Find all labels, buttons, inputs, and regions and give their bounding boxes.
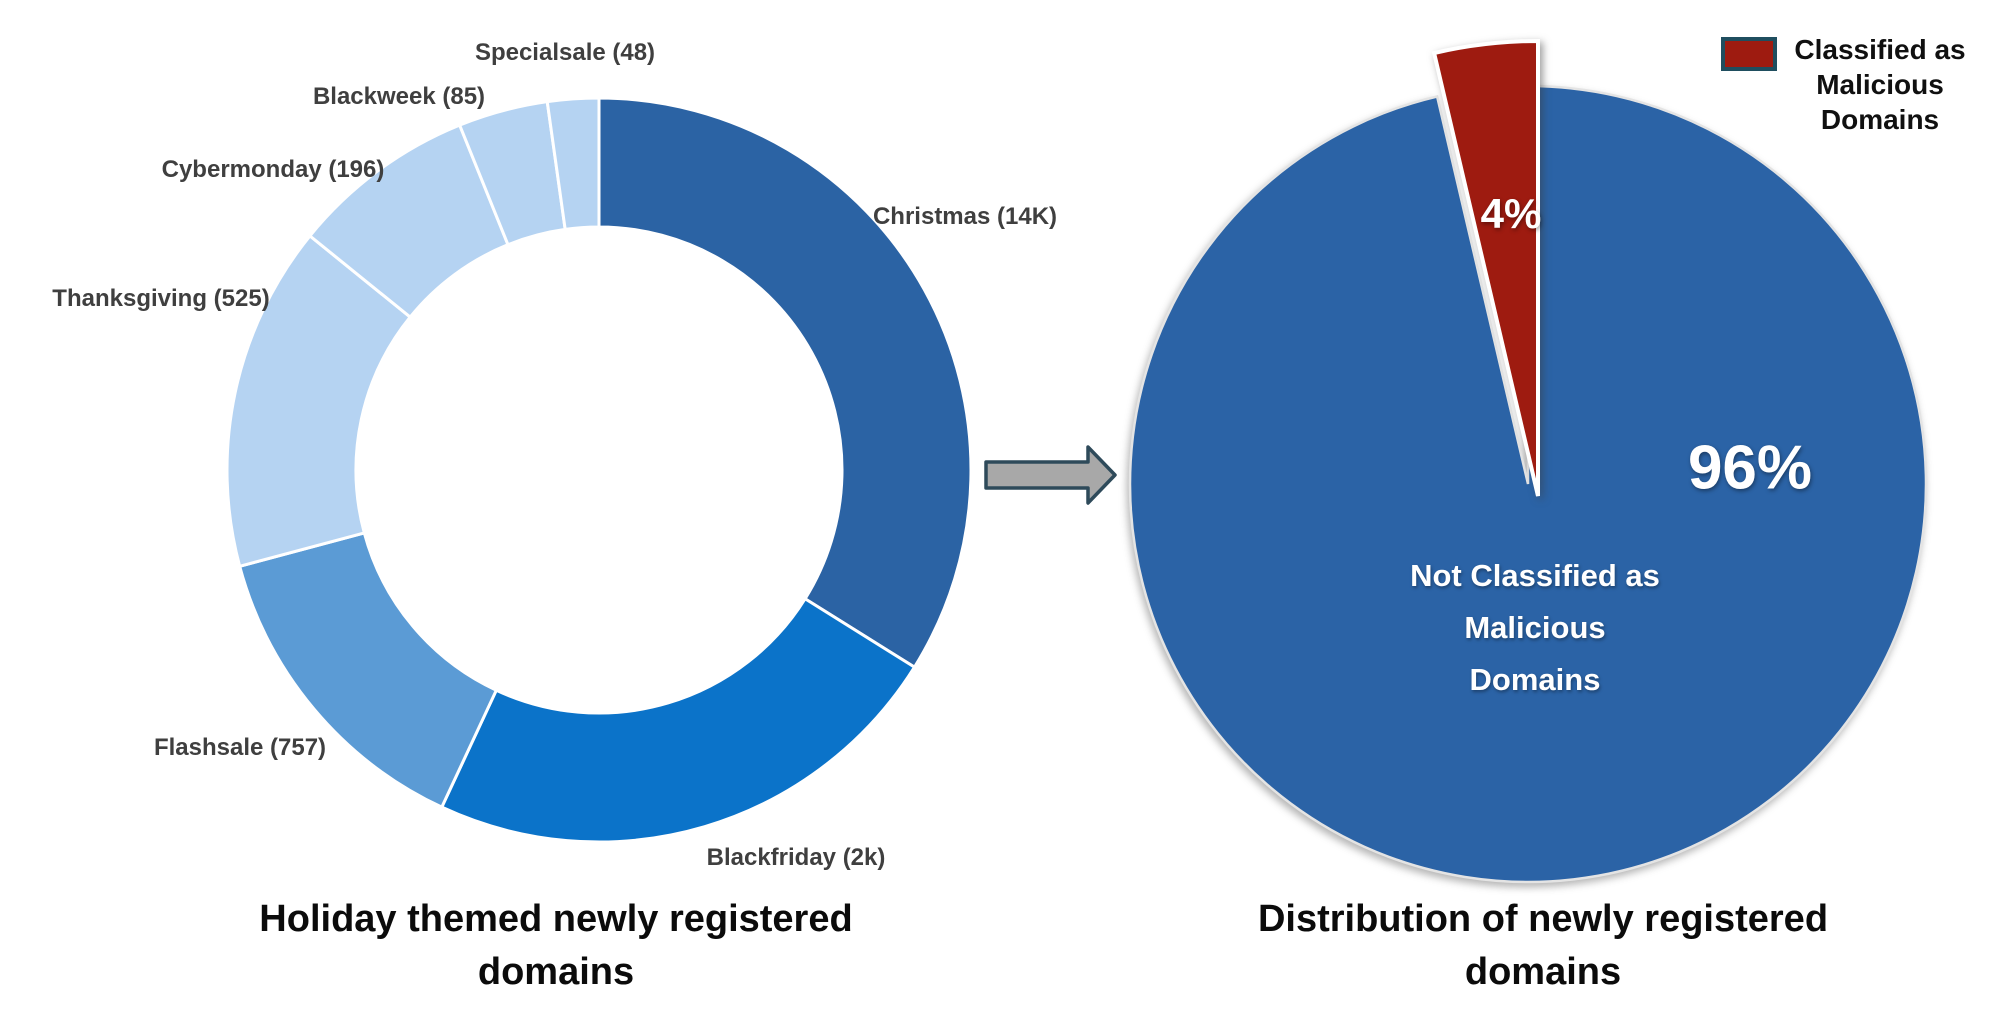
donut-label-christmas: Christmas (14K) bbox=[872, 203, 1058, 230]
donut-segment-flashsale bbox=[237, 531, 499, 810]
legend-label-line: Classified as bbox=[1794, 34, 1966, 65]
pie-chart-title: Distribution of newly registered domains bbox=[1257, 898, 1829, 993]
donut-label-flashsale: Flashsale (757) bbox=[153, 734, 327, 761]
pie-segment-classified-malicious bbox=[1431, 38, 1540, 497]
donut-label-blackfriday: Blackfriday (2k) bbox=[706, 844, 886, 871]
donut-label-thanksgiving: Thanksgiving (525) bbox=[52, 285, 270, 312]
donut-label-specialsale: Specialsale (48) bbox=[474, 39, 656, 66]
pie-segment-label-not-classified: Not Classified as Malicious Domains bbox=[1410, 550, 1660, 706]
donut-segment-specialsale bbox=[545, 96, 601, 232]
legend-label: Classified as Malicious Domains bbox=[1794, 32, 1965, 137]
pie-segment-label-line: Domains bbox=[1469, 662, 1601, 697]
pie-percent-not-classified: 96% bbox=[1687, 433, 1813, 503]
legend-label-line: Domains bbox=[1820, 104, 1940, 135]
flow-arrow-icon bbox=[984, 445, 1117, 505]
pie-segment-label-line: Not Classified as bbox=[1410, 558, 1660, 593]
donut-chart-title: Holiday themed newly registered domains bbox=[259, 898, 853, 993]
pie-segment-not-classified bbox=[1128, 84, 1928, 884]
pie-percent-malicious: 4% bbox=[1480, 190, 1542, 237]
donut-label-cybermonday: Cybermonday (196) bbox=[161, 156, 385, 183]
pie-segment-label-line: Malicious bbox=[1464, 610, 1606, 645]
donut-segment-blackfriday bbox=[439, 596, 917, 844]
legend-swatch-malicious bbox=[1721, 37, 1777, 71]
legend-label-line: Malicious bbox=[1816, 69, 1944, 100]
donut-segment-christmas bbox=[597, 96, 973, 670]
donut-label-blackweek: Blackweek (85) bbox=[312, 83, 486, 110]
